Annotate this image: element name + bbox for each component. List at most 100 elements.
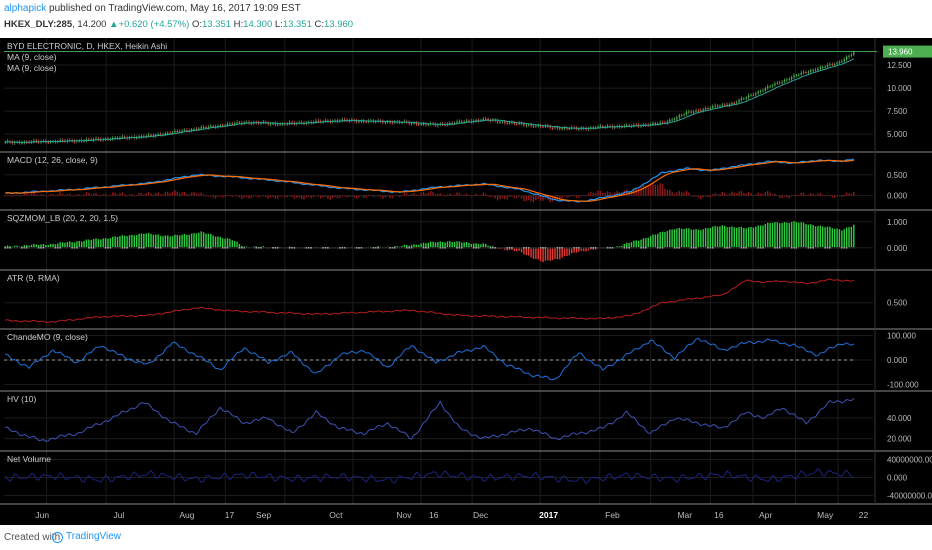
sqz-dot <box>114 247 116 249</box>
sqzmom-bar <box>630 242 633 248</box>
candle-body <box>456 121 458 124</box>
macd-histogram-bar <box>379 195 382 197</box>
candle-body <box>685 112 688 115</box>
sqz-dot <box>513 247 516 249</box>
sqz-dot <box>343 247 346 249</box>
sqz-dot <box>683 247 685 249</box>
candle-body <box>233 123 236 125</box>
sqz-dot <box>570 247 573 249</box>
candle-body <box>453 123 456 125</box>
macd-histogram-bar <box>406 193 408 196</box>
sqzmom-bar <box>547 247 549 261</box>
y-tick-label: 0.000 <box>887 244 908 253</box>
candle-body <box>386 121 389 123</box>
sqz-dot <box>264 247 267 249</box>
candle-body <box>614 126 616 128</box>
sqzmom-bar <box>401 246 403 248</box>
sqzmom-bar <box>181 234 183 248</box>
sqz-dot <box>525 247 528 249</box>
macd-histogram-bar <box>90 194 92 196</box>
sqzmom-bar <box>640 239 642 248</box>
candle-body <box>676 117 678 120</box>
x-tick-label: Jul <box>113 510 124 520</box>
macd-histogram-bar <box>496 195 499 201</box>
sqz-dot <box>826 247 829 249</box>
sqz-dot <box>198 247 200 249</box>
candle-body <box>169 132 171 134</box>
sqz-dot <box>441 247 444 249</box>
sqzmom-bar <box>700 230 702 248</box>
macd-histogram-bar <box>640 186 642 196</box>
sqz-dot <box>654 247 657 249</box>
tradingview-brand-link[interactable]: TradingView <box>66 531 122 542</box>
sqz-dot <box>819 247 822 249</box>
sqzmom-bar <box>453 242 456 248</box>
author-link[interactable]: alphapick <box>4 3 47 14</box>
sqzmom-bar <box>628 242 630 248</box>
macd-histogram-bar <box>310 195 312 199</box>
candle-body <box>449 122 451 124</box>
sqz-dot <box>743 247 745 249</box>
sqzmom-bar <box>25 245 28 248</box>
sqz-dot <box>183 247 186 249</box>
macd-histogram-bar <box>262 195 265 197</box>
candle-body <box>150 134 152 136</box>
candle-body <box>195 128 198 130</box>
candle-body <box>790 77 793 80</box>
sqz-dot <box>415 247 418 249</box>
sqz-dot <box>370 247 372 249</box>
candle-body <box>315 120 317 123</box>
sqz-dot <box>260 247 262 249</box>
candle-body <box>415 122 418 125</box>
candle-body <box>477 120 480 122</box>
last-price-label: 13.960 <box>888 48 913 57</box>
macd-histogram-bar <box>805 194 807 196</box>
candle-body <box>786 79 788 81</box>
candle-body <box>11 142 14 144</box>
macd-histogram-bar <box>145 193 147 196</box>
macd-histogram-bar <box>508 195 511 198</box>
sqzmom-bar <box>95 238 97 248</box>
macd-histogram-bar <box>571 195 573 197</box>
sqz-dot <box>107 247 109 249</box>
macd-histogram-bar <box>807 194 810 196</box>
sqz-dot <box>781 247 783 249</box>
sqzmom-bar <box>523 247 525 255</box>
candle-body <box>274 123 277 125</box>
sqzmom-bar <box>843 229 845 248</box>
candle-body <box>678 115 681 118</box>
candle-body <box>210 125 212 127</box>
sqzmom-bar <box>80 241 83 248</box>
sqz-dot <box>468 247 470 249</box>
candle-body <box>714 105 716 107</box>
sqzmom-bar <box>114 236 116 248</box>
candle-body <box>702 109 704 111</box>
macd-histogram-bar <box>590 191 592 196</box>
macd-histogram-bar <box>253 195 255 197</box>
sqz-dot <box>676 247 678 249</box>
macd-histogram-bar <box>92 193 95 196</box>
sqz-dot <box>288 247 291 249</box>
sqz-dot <box>245 247 248 249</box>
candle-body <box>680 115 683 117</box>
y-tick-label: 7.500 <box>887 107 908 116</box>
sqz-dot <box>417 247 420 249</box>
candle-body <box>802 72 805 74</box>
sqzmom-bar <box>4 246 6 248</box>
sqz-dot <box>341 247 344 249</box>
macd-histogram-bar <box>516 195 518 199</box>
sqz-dot <box>226 247 229 249</box>
sqzmom-bar <box>664 231 666 248</box>
symbol-label: HKEX_DLY:285 <box>4 19 73 30</box>
sqzmom-bar <box>193 233 195 248</box>
candle-body <box>193 128 195 130</box>
candle-body <box>422 123 425 125</box>
candle-body <box>198 128 200 130</box>
sqz-dot <box>723 247 726 249</box>
candle-body <box>798 74 800 76</box>
sqzmom-bar <box>59 242 61 248</box>
low-label: L: <box>274 19 283 30</box>
candle-body <box>733 102 735 104</box>
